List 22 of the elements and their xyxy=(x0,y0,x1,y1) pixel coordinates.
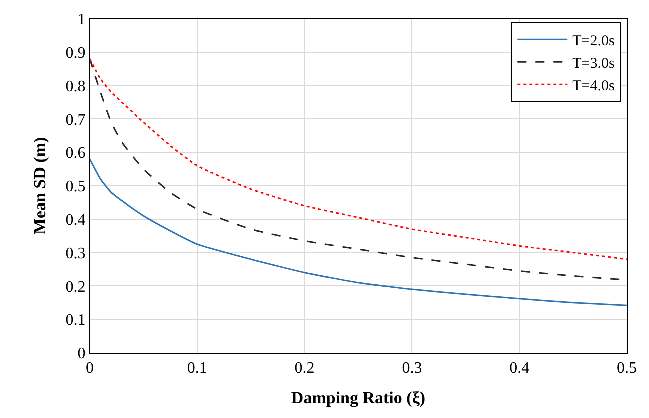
y-tick-label: 0.7 xyxy=(66,112,86,129)
y-tick-label: 0 xyxy=(78,346,86,363)
x-tick-label: 0.5 xyxy=(617,360,637,378)
y-tick-label: 0.6 xyxy=(66,145,86,162)
y-tick-label: 0.5 xyxy=(66,178,86,196)
x-tick-label: 0.2 xyxy=(294,360,315,378)
y-tick-label: 0.8 xyxy=(66,78,86,96)
y-tick-label: 0.1 xyxy=(66,312,86,330)
x-tick-label: 0.1 xyxy=(187,360,208,378)
x-tick-label: 0.4 xyxy=(510,360,530,378)
y-tick-label: 0.9 xyxy=(66,45,86,62)
x-tick-label: 0.3 xyxy=(402,360,422,378)
y-axis-title: Mean SD (m) xyxy=(30,137,50,235)
x-axis-title: Damping Ratio (ξ) xyxy=(291,388,426,408)
y-tick-label: 0.4 xyxy=(66,212,86,229)
y-tick-label: 1 xyxy=(78,12,86,29)
legend-label: T=2.0s xyxy=(572,33,615,50)
line-series xyxy=(90,158,627,306)
legend-label: T=3.0s xyxy=(572,56,615,72)
y-tick-label: 0.3 xyxy=(66,245,86,262)
y-tick-label: 0.2 xyxy=(66,278,86,296)
legend-label: T=4.0s xyxy=(572,78,615,94)
